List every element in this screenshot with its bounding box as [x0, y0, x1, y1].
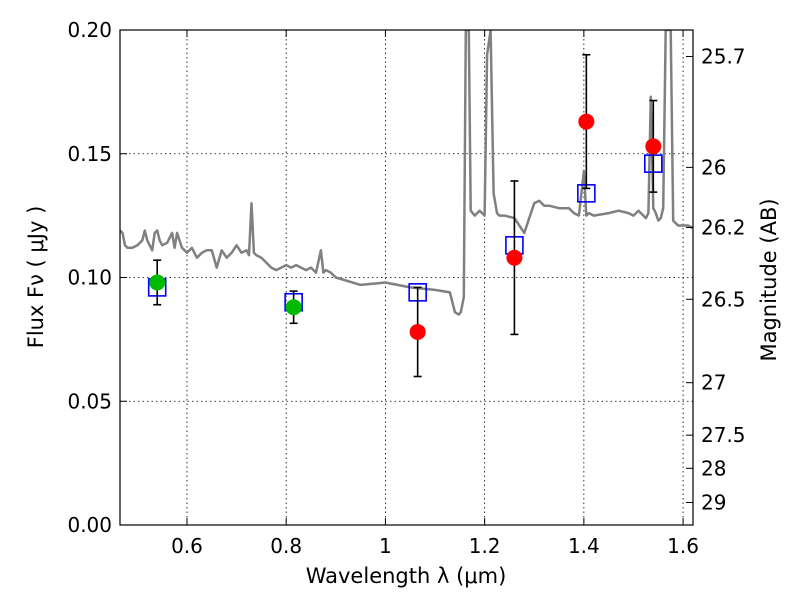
y-axis-ticks: 0.00 0.05 0.10 0.15 0.20: [67, 18, 127, 537]
magnitude-tick-label: 27: [701, 371, 726, 395]
magnitude-tick-label: 26: [701, 155, 726, 179]
magnitude-tick-label: 29: [701, 490, 726, 514]
grid-lines: [120, 30, 693, 525]
observed-nir-point: [645, 138, 662, 155]
y-tick-label: 0.10: [67, 266, 112, 290]
magnitude-tick-label: 26.2: [701, 216, 746, 240]
y-tick-label: 0.20: [67, 18, 112, 42]
y-axis-label: Flux Fν ( μJy ): [24, 206, 48, 349]
magnitude-tick-label: 27.5: [701, 423, 746, 447]
magnitude-axis-label: Magnitude (AB): [757, 198, 781, 361]
y-tick-label: 0.15: [67, 142, 112, 166]
magnitude-axis-ticks: 25.7 26 26.2 26.5 27 27.5 28 29: [686, 44, 746, 514]
x-axis-label: Wavelength λ (μm): [306, 564, 507, 588]
observed-optical-point: [285, 299, 302, 316]
magnitude-tick-label: 25.7: [701, 44, 746, 68]
x-tick-label: 1.2: [469, 534, 501, 558]
model-spectrum-line: [120, 30, 693, 316]
y-tick-label: 0.00: [67, 513, 112, 537]
observed-optical-point: [149, 274, 166, 291]
magnitude-tick-label: 26.5: [701, 287, 746, 311]
observed-nir-point: [409, 323, 426, 340]
x-tick-label: 0.8: [270, 534, 302, 558]
x-tick-label: 1.4: [568, 534, 600, 558]
observed-nir-point: [578, 113, 595, 130]
x-axis-ticks: 0.6 0.8 1 1.2 1.4 1.6: [171, 30, 699, 558]
x-tick-label: 0.6: [171, 534, 203, 558]
x-tick-label: 1.6: [667, 534, 699, 558]
x-tick-label: 1: [379, 534, 392, 558]
data-markers: [147, 53, 663, 378]
magnitude-tick-label: 28: [701, 456, 726, 480]
observed-nir-point: [506, 249, 523, 266]
y-tick-label: 0.05: [67, 389, 112, 413]
